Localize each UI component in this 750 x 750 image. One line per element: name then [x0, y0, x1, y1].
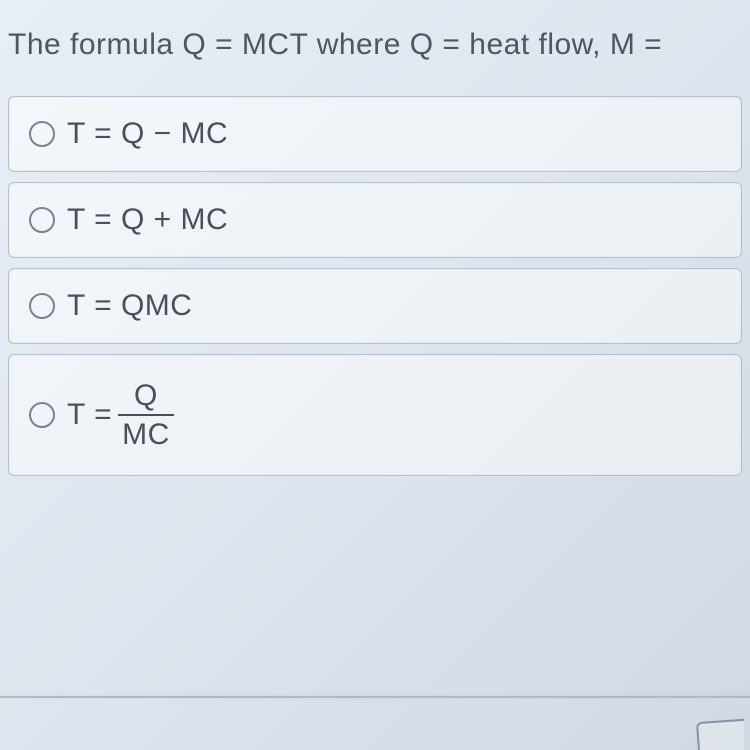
option-label: T = Q MC: [67, 379, 174, 451]
question-text: The formula Q = MCT where Q = heat flow,…: [0, 0, 750, 86]
radio-icon: [29, 402, 55, 428]
option-c[interactable]: T = QMC: [8, 268, 742, 344]
radio-icon: [29, 121, 55, 147]
option-d[interactable]: T = Q MC: [8, 354, 742, 476]
radio-icon: [29, 293, 55, 319]
options-container: T = Q − MC T = Q + MC T = QMC T = Q MC: [0, 96, 750, 476]
option-label: T = Q − MC: [67, 117, 228, 151]
radio-icon: [29, 207, 55, 233]
fraction-denominator: MC: [118, 416, 174, 451]
fraction-prefix: T =: [67, 398, 112, 432]
option-b[interactable]: T = Q + MC: [8, 182, 742, 258]
fraction: Q MC: [118, 379, 174, 451]
fraction-numerator: Q: [126, 379, 166, 414]
option-label: T = Q + MC: [67, 203, 228, 237]
option-a[interactable]: T = Q − MC: [8, 96, 742, 172]
divider: [0, 696, 750, 698]
corner-decoration: [688, 710, 744, 750]
option-label: T = QMC: [67, 289, 192, 323]
